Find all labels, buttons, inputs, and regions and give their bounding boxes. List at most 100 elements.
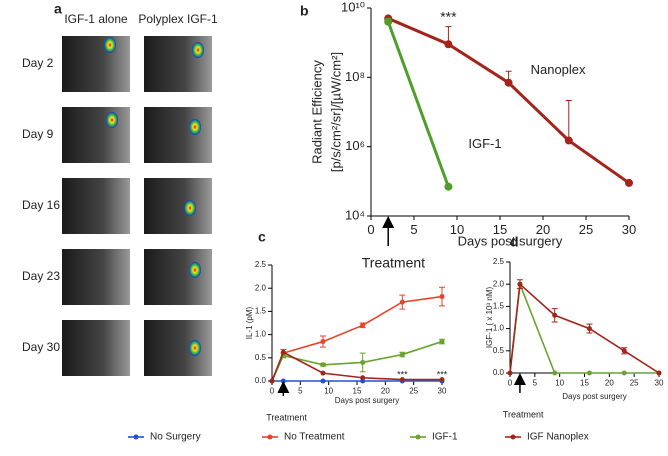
data-point — [360, 359, 366, 365]
signal — [106, 112, 118, 128]
legend-label: IGF Nanoplex — [527, 432, 589, 443]
x-tick-label: 15 — [493, 222, 507, 237]
y-tick-label: 2.0 — [493, 279, 505, 288]
x-tick-label: 5 — [410, 222, 417, 237]
y-tick-label: 1.5 — [255, 307, 267, 316]
x-tick-label: 30 — [622, 222, 636, 237]
annotation: Treatment — [266, 412, 307, 422]
data-point — [280, 349, 286, 355]
image — [62, 178, 130, 234]
x-axis-label: Days post surgery — [458, 233, 563, 248]
series-line — [271, 340, 443, 382]
data-point — [439, 294, 445, 300]
row-label: Day 23 — [22, 269, 60, 283]
series-label: Nanoplex — [531, 62, 586, 77]
data-point — [320, 370, 326, 376]
error-bar — [565, 99, 572, 141]
legend-marker — [133, 434, 139, 440]
x-tick-label: 25 — [409, 387, 418, 396]
data-point — [564, 136, 573, 145]
data-point — [625, 178, 633, 187]
series-line — [271, 351, 442, 382]
y-tick-label: 10⁸ — [345, 69, 365, 84]
data-point — [621, 348, 627, 354]
y-axis-label: Radiant Efficiency — [309, 60, 324, 164]
y-tick-label: 10⁴ — [345, 207, 365, 222]
x-tick-label: 0 — [508, 379, 513, 388]
signal — [189, 340, 201, 356]
image — [62, 107, 130, 163]
annotation: *** — [397, 369, 408, 379]
x-tick-label: 30 — [438, 387, 447, 396]
x-tick-label: 10 — [324, 387, 333, 396]
panel-label: a — [54, 1, 62, 17]
data-point — [444, 40, 453, 49]
column-header: Polyplex IGF-1 — [138, 12, 218, 26]
data-point — [399, 377, 405, 383]
data-point — [269, 378, 275, 384]
data-point — [384, 17, 393, 26]
series-line — [509, 283, 659, 374]
y-tick-label: 0.5 — [493, 346, 505, 355]
data-point — [399, 352, 405, 358]
y-tick-label: 10⁶ — [345, 138, 365, 153]
image — [62, 249, 130, 305]
data-point — [439, 377, 445, 383]
y-tick-label: 1.5 — [493, 302, 505, 311]
panel-label: c — [258, 229, 266, 245]
y-tick-label: 1.0 — [255, 330, 267, 339]
x-tick-label: 20 — [381, 387, 390, 396]
x-tick-label: 20 — [605, 379, 614, 388]
image — [62, 320, 130, 376]
data-point — [320, 378, 326, 384]
data-point — [320, 362, 326, 368]
image — [144, 249, 212, 305]
data-point — [320, 339, 326, 345]
data-point — [586, 326, 592, 332]
data-point — [586, 370, 592, 376]
y-tick-label: 0.5 — [255, 353, 267, 362]
legend-marker — [415, 434, 421, 440]
data-point — [507, 370, 513, 376]
panel-label: d — [510, 234, 519, 250]
y-tick-label: 0.0 — [255, 376, 267, 385]
x-axis-label: Days post surgery — [562, 392, 626, 401]
legend-label: No Treatment — [284, 432, 345, 443]
row-label: Day 30 — [22, 340, 60, 354]
x-tick-label: 30 — [655, 379, 664, 388]
x-tick-label: 10 — [450, 222, 464, 237]
y-tick-label: 0.0 — [493, 368, 505, 377]
series-line — [386, 21, 450, 188]
y-tick-label: 10¹⁰ — [341, 0, 365, 14]
y-axis-label: [p/s/cm²/sr]/[µW/cm²] — [328, 52, 343, 172]
signal — [104, 37, 116, 53]
data-point — [656, 370, 662, 376]
data-point — [399, 299, 405, 305]
x-tick-label: 0 — [270, 387, 275, 396]
data-point — [439, 339, 445, 345]
data-point — [360, 322, 366, 328]
annotation: Treatment — [503, 409, 544, 419]
legend-label: No Surgery — [150, 432, 201, 443]
data-point — [621, 370, 627, 376]
signal — [192, 42, 204, 58]
signal — [189, 119, 201, 135]
x-tick-label: 5 — [298, 387, 303, 396]
x-tick-label: 15 — [353, 387, 362, 396]
data-point — [360, 375, 366, 381]
image — [144, 178, 212, 234]
annotation: Treatment — [362, 255, 425, 271]
y-tick-label: 2.0 — [255, 283, 267, 292]
legend-marker — [267, 434, 273, 440]
x-tick-label: 15 — [580, 379, 589, 388]
annotation: *** — [437, 369, 448, 379]
image — [144, 107, 212, 163]
y-axis-label: IGF-1 ( x 10³ nM) — [485, 286, 494, 348]
image — [62, 36, 130, 92]
row-label: Day 2 — [22, 56, 54, 70]
x-tick-label: 25 — [579, 222, 593, 237]
x-tick-label: 0 — [367, 222, 374, 237]
data-point — [517, 281, 523, 287]
image — [144, 320, 212, 376]
